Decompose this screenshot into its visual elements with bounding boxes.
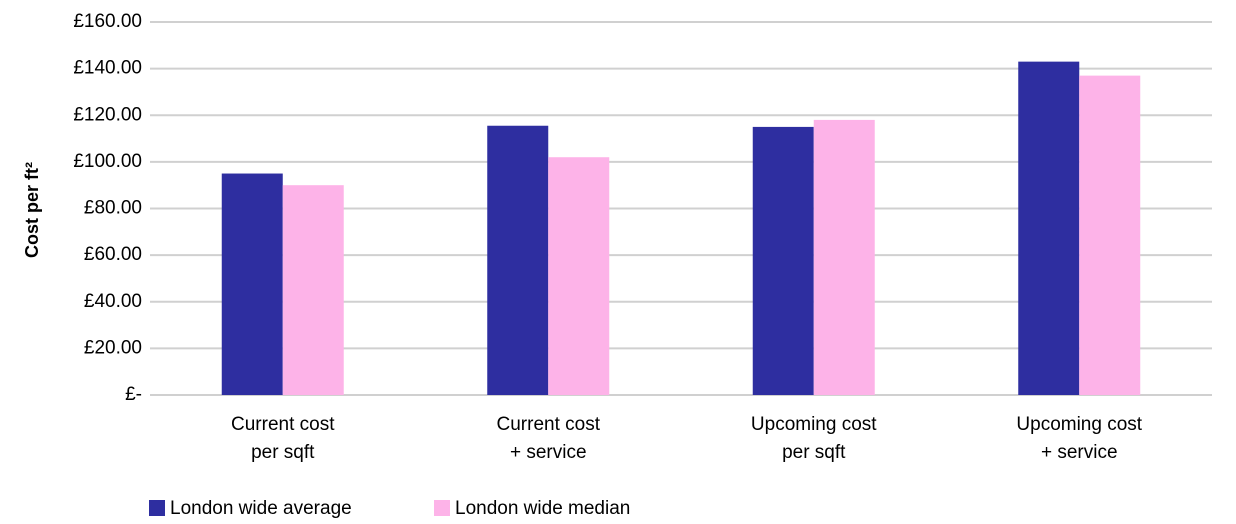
y-axis-tick-labels: £- £20.00 £40.00 £60.00 £80.00 £100.00 £120.00… (73, 11, 142, 405)
x-tick-label: + service (510, 442, 587, 463)
legend-label: London wide average (170, 498, 352, 519)
y-tick-label: £100.00 (73, 151, 142, 172)
y-tick-label: £20.00 (84, 337, 142, 358)
y-tick-label: £80.00 (84, 198, 142, 219)
y-tick-label: £160.00 (73, 11, 142, 32)
legend-item: London wide median (434, 498, 630, 519)
legend-swatch (434, 500, 450, 516)
x-axis-tick-labels: Current cost per sqft Current cost + servic… (231, 414, 1143, 463)
legend-swatch (149, 500, 165, 516)
x-tick-label: Current cost (231, 414, 335, 435)
x-tick-label: + service (1041, 442, 1118, 463)
bar (813, 119, 875, 395)
x-tick-label: Upcoming cost (1016, 414, 1142, 435)
legend: London wide average London wide median (149, 498, 630, 519)
y-tick-label: £- (125, 384, 142, 405)
bar (487, 125, 549, 395)
y-tick-label: £120.00 (73, 104, 142, 125)
y-axis-label: Cost per ft² (22, 162, 42, 258)
bar (282, 185, 344, 395)
y-tick-label: £140.00 (73, 58, 142, 79)
y-tick-label: £40.00 (84, 291, 142, 312)
legend-label: London wide median (455, 498, 630, 519)
bar (1018, 61, 1080, 395)
x-tick-label: per sqft (782, 442, 846, 463)
bar (221, 173, 283, 395)
bar (548, 157, 610, 395)
x-tick-label: Current cost (497, 414, 601, 435)
x-tick-label: per sqft (251, 442, 315, 463)
x-tick-label: Upcoming cost (751, 414, 877, 435)
bar (1079, 75, 1141, 396)
bars (221, 61, 1141, 396)
y-tick-label: £60.00 (84, 244, 142, 265)
legend-item: London wide average (149, 498, 352, 519)
bar (752, 126, 814, 395)
